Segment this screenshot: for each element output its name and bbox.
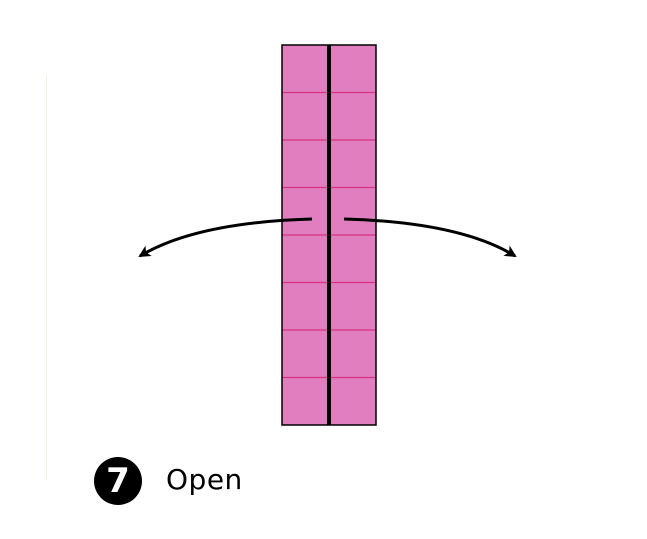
step-number-badge: 7 — [94, 457, 142, 505]
arrow-right-icon — [343, 217, 517, 258]
arrow-left-icon — [138, 217, 313, 258]
page-margin-line — [46, 75, 47, 480]
paper-strip — [281, 44, 377, 426]
step-instruction: Open — [166, 463, 243, 496]
step-number: 7 — [106, 461, 130, 501]
arrow-gap-masks — [312, 214, 344, 224]
